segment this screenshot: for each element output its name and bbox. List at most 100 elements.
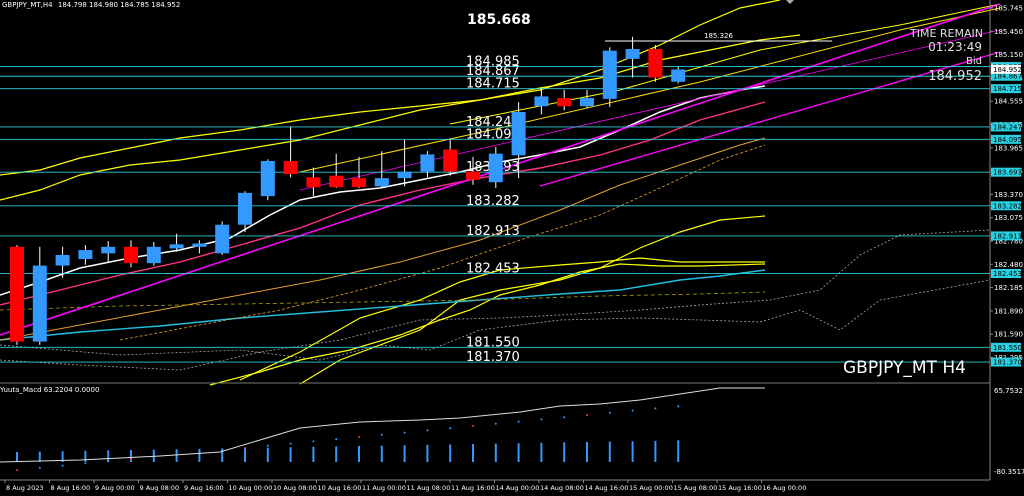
bull-candle	[511, 111, 526, 156]
pink-moving-average	[0, 101, 766, 306]
bull-candle	[169, 244, 184, 249]
bear-candle	[648, 49, 663, 78]
price-tick-label: 184.555	[994, 98, 1023, 106]
level-price-box-label: 184.867	[993, 73, 1022, 81]
window-title: GBPJPY_MT,H4 184.798 184.980 184.785 184…	[2, 1, 180, 9]
macd-signal-dot	[244, 447, 246, 449]
bear-candle	[10, 246, 24, 342]
macd-signal-dot	[61, 464, 64, 467]
macd-signal-dot	[84, 462, 87, 465]
bull-candle	[602, 50, 617, 99]
macd-title: Yuuta_Macd 63.2204 0.0000	[0, 386, 100, 394]
level-price-box	[991, 84, 1021, 94]
lower-band-inner	[239, 257, 765, 381]
macd-signal-dot	[449, 427, 452, 430]
time-label: 10 Aug 16:00	[318, 484, 362, 492]
time-label: 10 Aug 08:00	[273, 484, 317, 492]
ichimoku-cloud-edge	[0, 229, 991, 371]
bull-candle	[146, 246, 161, 264]
macd-line	[0, 387, 765, 463]
horizontal-levels: 184.985184.867184.715184.247184.095183.6…	[0, 55, 990, 365]
bull-candle	[55, 254, 70, 266]
bull-candle	[260, 160, 275, 197]
macd-top-value: 65.7532	[994, 387, 1023, 395]
olive-dashed-average	[0, 291, 766, 311]
arrow-down-icon	[786, 0, 794, 4]
macd-signal-dot	[358, 436, 360, 438]
level-label: 184.247	[466, 115, 520, 130]
price-tick-label: 183.965	[994, 144, 1023, 152]
current-price-label: 184.952	[993, 66, 1022, 74]
macd-signal-dot	[16, 469, 18, 471]
macd-signal-dot	[130, 458, 132, 460]
level-price-box-label: 182.913	[993, 232, 1022, 240]
price-tick-label: 182.185	[994, 284, 1023, 292]
price-tick-label: 185.450	[994, 28, 1023, 36]
level-price-box	[991, 122, 1021, 132]
white-moving-average	[0, 85, 766, 296]
pink-trendline-lower	[539, 51, 1001, 187]
macd-signal-dot	[677, 405, 680, 408]
time-label: 8 Aug 16:00	[51, 484, 91, 492]
time-label: 14 Aug 08:00	[540, 484, 584, 492]
level-label: 181.550	[466, 335, 520, 350]
lower-yellow-line	[209, 263, 766, 386]
top-price-label: 185.668	[467, 12, 531, 28]
macd-signal-dot	[631, 409, 634, 412]
bull-candle	[488, 153, 503, 183]
level-price-box	[991, 357, 1021, 367]
bear-candle	[283, 160, 298, 175]
bid-value: 184.952	[928, 69, 982, 84]
bull-candle	[671, 69, 686, 82]
price-tick-label: 185.150	[994, 51, 1023, 59]
time-axis: 8 Aug 2023 8 Aug 16:00 9 Aug 00:00 9 Aug 08…	[4, 480, 807, 492]
macd-signal-dot	[494, 422, 497, 425]
orange-moving-average	[0, 137, 766, 341]
macd-signal-dot	[403, 431, 406, 434]
symbol-title: GBPJPY_MT,H4	[2, 1, 53, 9]
level-price-box-label: 182.453	[993, 270, 1022, 278]
level-price-box	[991, 269, 1021, 279]
bull-candle	[192, 243, 207, 247]
price-tick-label: 185.745	[994, 5, 1023, 13]
bull-candle	[420, 154, 435, 172]
upper-band-outer	[0, 0, 781, 176]
macd-signal-dot	[472, 425, 474, 427]
bull-candle	[101, 246, 116, 254]
time-label: 11 Aug 00:00	[362, 484, 406, 492]
time-label: 14 Aug 00:00	[496, 484, 540, 492]
price-tick-label: 182.480	[994, 261, 1023, 269]
pink-trendline-thin	[299, 29, 1001, 191]
macd-signal-dot	[608, 411, 611, 414]
level-label: 181.370	[466, 350, 520, 365]
long-channel-mid	[299, 7, 1001, 173]
bull-candle	[32, 265, 47, 342]
level-price-box	[991, 134, 1021, 144]
macd-signal-dot	[380, 433, 383, 436]
level-label: 184.095	[466, 127, 520, 142]
time-label: 15 Aug 08:00	[674, 484, 718, 492]
bull-candle	[534, 96, 549, 107]
level-price-box-label: 183.282	[993, 202, 1022, 210]
bull-candle	[78, 250, 93, 260]
macd-signal-dot	[335, 438, 338, 441]
bull-candle	[580, 98, 594, 107]
time-label: 10 Aug 00:00	[229, 484, 273, 492]
level-price-box	[991, 167, 1021, 177]
level-price-box-label: 184.247	[993, 123, 1022, 131]
macd-signal-dot	[312, 440, 315, 443]
time-label: 16 Aug 00:00	[763, 484, 807, 492]
level-price-box	[991, 201, 1021, 211]
bull-candle	[397, 171, 412, 179]
price-tick-label: 181.890	[994, 307, 1023, 315]
macd-signal-dot	[107, 460, 110, 463]
time-remain-label: TIME REMAIN	[910, 27, 983, 40]
bear-candle	[306, 177, 321, 188]
teal-moving-average	[0, 269, 766, 341]
level-price-box	[991, 71, 1021, 81]
level-label: 184.715	[466, 77, 520, 92]
time-label: 15 Aug 00:00	[629, 484, 673, 492]
level-label: 183.282	[466, 194, 520, 209]
bear-candle	[466, 171, 480, 180]
